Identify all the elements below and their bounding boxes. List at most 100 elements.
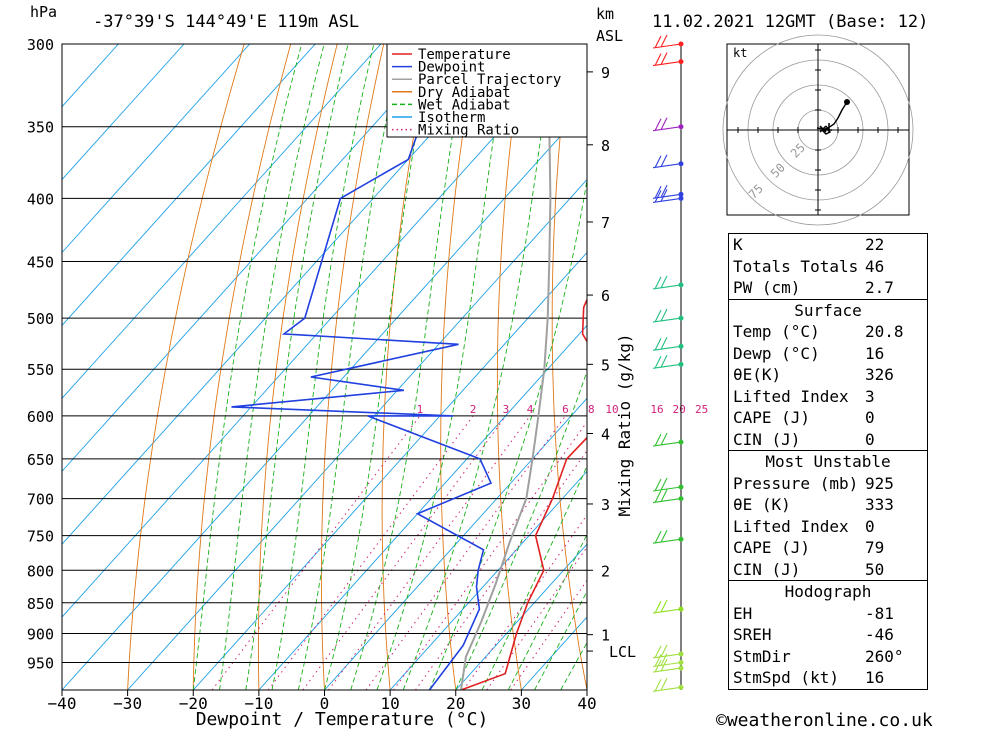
row-label: SREH (733, 625, 772, 644)
legend-label: Mixing Ratio (418, 123, 519, 139)
wind-barb (652, 529, 684, 544)
table-row: K 22 (729, 234, 927, 256)
hodograph-top-point (844, 99, 850, 105)
row-label: θE(K) (733, 365, 782, 384)
row-label: K (733, 235, 743, 254)
row-label: StmSpd (kt) (733, 668, 839, 687)
row-label: CAPE (J) (733, 408, 811, 427)
row-label: Lifted Index (733, 516, 849, 536)
mixing-ratio-label: 2 (470, 403, 477, 416)
isotherm-line (127, 178, 587, 690)
mixing-ratio-line (510, 579, 587, 690)
wind-barb (652, 477, 684, 492)
row-value: 16 (865, 343, 885, 363)
wind-barb (652, 658, 684, 673)
wet-adiabat-line (429, 177, 587, 690)
row-label: CIN (J) (733, 559, 801, 579)
x-tick-label: 10 (380, 694, 399, 713)
wet-adiabat-line (297, 44, 403, 690)
parcel-trajectory-line (460, 44, 552, 690)
wind-barb (652, 275, 684, 290)
hpa-axis-unit: hPa (30, 3, 58, 21)
x-tick-label: −30 (113, 694, 142, 713)
isotherm-line (62, 44, 250, 254)
dewpoint-line (231, 44, 513, 690)
hodograph-unit: kt (733, 46, 747, 60)
km-tick-label: 6 (601, 287, 610, 305)
isotherm-line (62, 44, 119, 108)
y-tick-label: 700 (27, 491, 54, 509)
wind-barb (652, 355, 684, 369)
mixing-ratio-label: 4 (527, 403, 534, 416)
table-row: PW (cm) 2.7 (729, 277, 927, 299)
isotherm-line (389, 470, 587, 690)
mixing-ratio-label: 10 (605, 403, 618, 416)
x-tick-label: −10 (244, 694, 273, 713)
credit-footer: ©weatheronline.co.uk (716, 710, 933, 731)
surface-section-title: Surface (729, 298, 927, 322)
hodograph-surface-symbol (816, 123, 832, 133)
y-tick-label: 900 (27, 625, 54, 643)
row-label: θE (K) (733, 495, 791, 514)
legend-label: Isotherm (418, 110, 485, 126)
x-tick-label: 30 (512, 694, 531, 713)
row-label: CAPE (J) (733, 538, 811, 557)
row-label: Lifted Index (733, 386, 849, 406)
dry-adiabat-line (381, 44, 431, 690)
km-tick-label: 3 (601, 496, 610, 514)
isotherm-line (62, 44, 447, 472)
row-value: -46 (865, 625, 894, 644)
mixing-ratio-line (462, 514, 587, 690)
y-tick-label: 500 (27, 310, 54, 328)
legend-label: Temperature (418, 47, 511, 63)
y-tick-label: 950 (27, 654, 54, 672)
row-label: StmDir (733, 646, 791, 666)
row-value: 3 (865, 386, 875, 406)
location-label: -37°39'S 144°49'E 119m ASL (93, 12, 360, 32)
wet-adiabat-line (245, 44, 349, 690)
y-tick-label: 300 (27, 36, 54, 54)
x-tick-label: −40 (48, 694, 77, 713)
wind-barb (652, 644, 684, 659)
km-tick-label: 9 (601, 64, 610, 82)
dry-adiabat-line (496, 44, 524, 690)
isotherm-line (455, 543, 587, 690)
table-row: Lifted Index 0 (729, 516, 927, 538)
km-tick-label: 2 (601, 562, 610, 580)
isotherm-line (62, 44, 513, 545)
row-value: 0 (865, 429, 875, 449)
wind-barb (652, 337, 684, 351)
dry-adiabat-line (257, 44, 338, 690)
row-value: -81 (865, 603, 894, 623)
wet-adiabat-line (507, 533, 587, 690)
row-value: 0 (865, 408, 875, 427)
table-row: EH -81 (729, 603, 927, 625)
dry-adiabat-line (440, 44, 478, 690)
y-tick-label: 450 (27, 254, 54, 272)
legend-label: Parcel Trajectory (418, 72, 561, 88)
x-tick-label: 20 (446, 694, 465, 713)
row-value: 22 (865, 235, 885, 254)
table-row: Lifted Index 3 (729, 386, 927, 408)
mixing-ratio-label: 3 (503, 403, 510, 416)
dry-adiabat-line (942, 44, 1000, 690)
row-value: 260° (865, 646, 904, 666)
table-row: SREH -46 (729, 624, 927, 646)
table-row: Dewp (°C) 16 (729, 343, 927, 365)
row-label: Temp (°C) (733, 322, 820, 341)
table-row: StmSpd (kt) 16 (729, 667, 927, 689)
datetime-label: 11.02.2021 12GMT (Base: 12) (652, 12, 929, 32)
mixing-ratio-line (486, 546, 587, 690)
wind-barb (652, 34, 684, 49)
row-value: 0 (865, 516, 875, 536)
hodograph: kt 25 50 75 (722, 34, 914, 226)
lcl-label: LCL (609, 643, 636, 661)
y-tick-label: 650 (27, 451, 54, 469)
wind-barb (652, 599, 684, 614)
mixing-ratio-label: 6 (562, 403, 569, 416)
x-axis-label: Dewpoint / Temperature (°C) (196, 709, 489, 730)
legend-label: Dry Adiabat (418, 85, 511, 101)
row-value: 20.8 (865, 322, 904, 341)
mixing-ratio-axis-label: Mixing Ratio (g/kg) (615, 333, 634, 516)
